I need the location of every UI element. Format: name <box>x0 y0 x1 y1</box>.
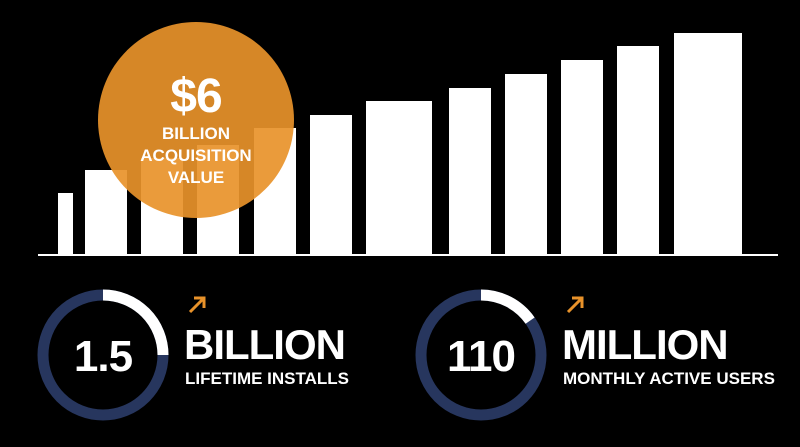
stat-label: MONTHLY ACTIVE USERS <box>563 369 775 388</box>
acquisition-label: ACQUISITION <box>140 146 251 165</box>
stat-label: LIFETIME INSTALLS <box>185 369 349 388</box>
bar <box>617 46 659 255</box>
acquisition-badge <box>98 22 294 218</box>
bar <box>366 101 432 255</box>
bar <box>449 88 491 255</box>
bar <box>85 170 127 255</box>
up-arrow <box>188 296 206 314</box>
stat-value: 110 <box>447 332 515 381</box>
bar <box>674 33 742 255</box>
acquisition-label: VALUE <box>168 168 224 187</box>
bar <box>561 60 603 255</box>
ring-progress <box>102 289 169 356</box>
bar <box>310 115 352 255</box>
bar <box>58 193 73 255</box>
stat-unit: MILLION <box>562 321 728 368</box>
ring-progress <box>480 289 535 324</box>
acquisition-unit: BILLION <box>162 124 230 143</box>
stat-value: 1.5 <box>74 332 133 381</box>
stat-unit: BILLION <box>184 321 345 368</box>
bar <box>505 74 547 255</box>
acquisition-value: $6 <box>170 70 221 123</box>
up-arrow <box>566 296 584 314</box>
